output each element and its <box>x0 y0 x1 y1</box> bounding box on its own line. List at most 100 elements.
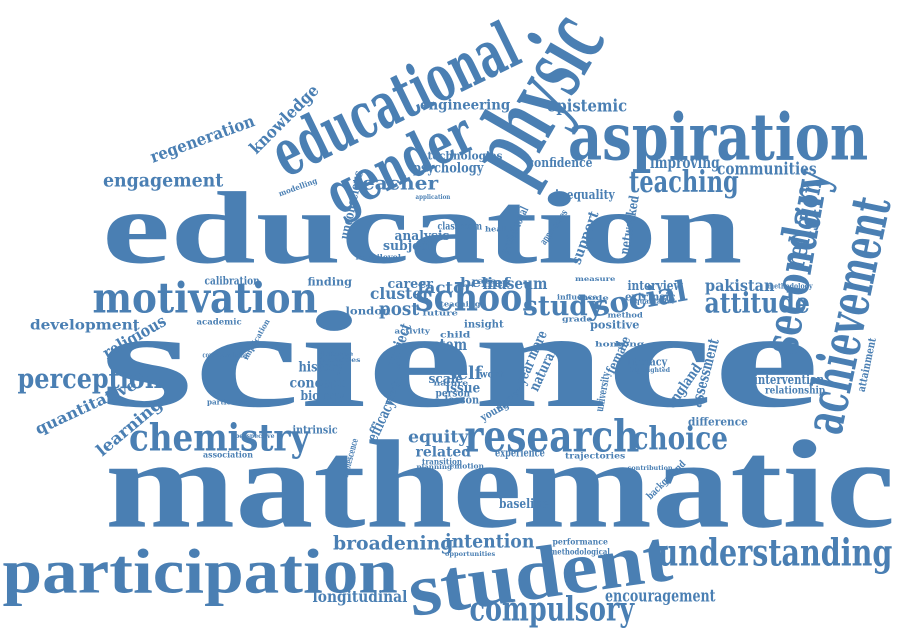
cloud-word-planning: planning <box>416 464 452 472</box>
cloud-word-participation: participation <box>2 536 398 608</box>
cloud-word-calibration: calibration <box>204 275 260 288</box>
cloud-word-psychology: psychology <box>413 158 484 177</box>
cloud-word-literacy: literacy <box>627 356 668 369</box>
cloud-word-intervention: intervention <box>754 372 825 388</box>
cloud-word-health: health <box>485 224 515 235</box>
cloud-word-subject: subject <box>383 238 434 254</box>
cloud-word-experience: experience <box>495 447 545 460</box>
cloud-word-application: application <box>415 194 451 202</box>
cloud-word-mathematic: mathematic <box>105 414 896 555</box>
cloud-word-teaching: teaching <box>629 164 739 200</box>
cloud-word-related: related <box>415 442 472 461</box>
cloud-word-nature: nature <box>433 378 469 389</box>
cloud-word-activity: activity <box>394 326 430 337</box>
cloud-word-attitude: attitude <box>704 286 810 320</box>
cloud-word-intrinsic: intrinsic <box>292 424 338 437</box>
cloud-word-confidence: confidence <box>527 155 593 171</box>
cloud-word-relationship: relationship <box>765 385 826 398</box>
cloud-word-factor: factor <box>417 278 473 297</box>
cloud-word-kong: kong <box>615 339 645 350</box>
cloud-word-defence: defence <box>318 351 354 359</box>
cloud-word-positive: positive <box>590 319 640 332</box>
cloud-word-conceptualising: conceptualising <box>202 350 248 361</box>
cloud-word-longitudinal: longitudinal <box>312 587 408 606</box>
cloud-word-baseline: baseline <box>499 496 549 512</box>
cloud-word-grade: grade <box>562 314 593 325</box>
cloud-word-development: development <box>30 315 140 334</box>
cloud-word-interview: interview <box>627 278 683 294</box>
cloud-word-multilevel: multilevel <box>355 252 401 263</box>
cloud-word-london: london <box>345 306 391 319</box>
cloud-word-technologies: technologies <box>427 150 503 163</box>
cloud-word-hong: hong <box>595 339 625 350</box>
cloud-word-education: education <box>102 172 743 286</box>
cloud-word-inequality: inequality <box>555 187 615 203</box>
cloud-word-study: study <box>523 290 604 322</box>
cloud-word-highlighted: highlighted <box>630 367 671 375</box>
cloud-word-teaching: teaching <box>440 299 481 310</box>
cloud-word-work: work <box>479 369 506 382</box>
cloud-word-qualitative: qualitative <box>635 296 675 307</box>
cloud-word-cluster: cluster <box>370 284 431 303</box>
cloud-word-scale: scale <box>428 371 464 387</box>
cloud-word-emotion: emotion <box>449 461 484 472</box>
cloud-word-regeneration: regeneration <box>148 112 258 168</box>
cloud-word-improving: improving <box>650 153 720 172</box>
cloud-word-performance: performance <box>552 536 608 547</box>
cloud-word-understanding: understanding <box>657 530 893 576</box>
cloud-word-rate: rate <box>471 276 497 287</box>
cloud-word-science: science <box>100 282 820 437</box>
cloud-word-broadening: broadening <box>333 532 454 555</box>
cloud-word-perspective: perspective <box>235 433 275 441</box>
cloud-word-child: child <box>440 329 471 340</box>
cloud-word-encouragement: encouragement <box>605 587 716 607</box>
cloud-word-mode: mode <box>578 295 609 303</box>
cloud-word-self: self <box>447 364 483 384</box>
cloud-word-academic: academic <box>196 316 242 327</box>
cloud-word-difference: difference <box>688 416 748 429</box>
cloud-word-opportunities: opportunities <box>445 551 496 559</box>
cloud-word-classroom: classroom <box>437 221 483 234</box>
cloud-word-methodological: methodological <box>550 546 610 557</box>
cloud-word-epistemic: epistemic <box>547 97 628 117</box>
cloud-word-perception: perception <box>17 363 163 395</box>
cloud-word-engagement: engagement <box>103 169 224 192</box>
cloud-word-museum: museum <box>482 274 548 293</box>
cloud-word-influence: influence <box>557 292 598 303</box>
cloud-word-contribution: contribution <box>627 465 673 473</box>
cloud-word-insight: insight <box>464 319 504 332</box>
cloud-word-intention: intention <box>445 530 535 553</box>
cloud-word-career: career <box>387 276 433 292</box>
cloud-word-measure: measure <box>575 276 616 284</box>
cloud-word-engineering: engineering <box>420 95 511 114</box>
cloud-word-particular: particular <box>207 397 248 408</box>
cloud-word-finding: finding <box>307 276 353 289</box>
cloud-word-method: method <box>607 310 643 321</box>
cloud-word-association: association <box>203 449 253 460</box>
cloud-word-chemistry: chemistry <box>129 415 310 461</box>
cloud-word-lesson: lesson <box>444 394 480 407</box>
cloud-word-stem: stem <box>432 335 468 354</box>
cloud-word-history: history <box>298 357 344 376</box>
cloud-word-choice: choice <box>632 420 728 458</box>
cloud-word-compulsory: compulsory <box>469 588 635 629</box>
cloud-word-trajectories: trajectories <box>565 450 626 461</box>
cloud-word-concept: concept <box>289 373 345 392</box>
cloud-word-pakistan: pakistan <box>705 276 775 295</box>
cloud-word-motivation: motivation <box>92 274 318 324</box>
cloud-word-belief: belief <box>460 275 510 291</box>
cloud-word-identities: identities <box>320 357 361 365</box>
cloud-word-person: person <box>435 388 471 401</box>
cloud-word-equity: equity <box>408 428 469 448</box>
cloud-word-teacher: teacher <box>352 172 439 195</box>
cloud-word-communities: communities <box>717 160 817 180</box>
cloud-word-analysis: analysis <box>394 228 450 244</box>
cloud-word-extrinsic: extrinsic <box>625 291 676 304</box>
cloud-word-school: school <box>415 275 535 321</box>
cloud-word-post: post <box>379 300 420 320</box>
cloud-word-transition: transition <box>422 456 463 467</box>
cloud-word-biology: biology <box>300 388 345 404</box>
cloud-word-methodology: methodology <box>767 281 813 292</box>
cloud-word-aspiration: aspiration <box>568 98 869 176</box>
